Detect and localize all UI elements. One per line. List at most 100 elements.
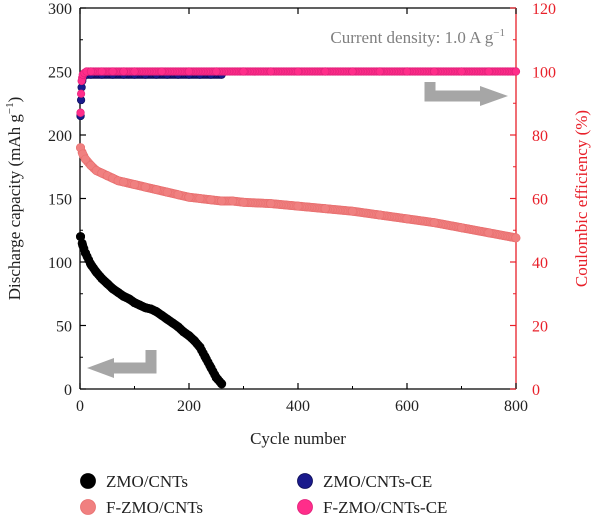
data-point: [228, 196, 238, 206]
data-point: [239, 197, 249, 207]
data-point: [217, 196, 227, 206]
y-left-tick-label: 150: [48, 192, 72, 209]
x-axis-label: Cycle number: [250, 429, 346, 448]
data-point: [130, 180, 140, 190]
data-point: [211, 373, 221, 383]
data-point: [402, 214, 412, 224]
data-point: [217, 379, 227, 389]
arrow-left-shaft: [112, 350, 157, 374]
y-left-axis-label-main: Discharge capacity (mAh g: [5, 114, 24, 301]
y-left-tick-label: 200: [48, 128, 72, 145]
y-left-tick-label: 250: [48, 65, 72, 82]
data-point: [80, 248, 90, 258]
data-point: [76, 232, 86, 242]
data-point: [457, 67, 466, 76]
text-group: 0 200 400 600 800050100150200250300020406080…: [4, 1, 591, 448]
data-point: [375, 210, 385, 220]
data-point: [293, 201, 303, 211]
data-point: [456, 223, 466, 233]
data-point: [195, 194, 205, 204]
legend-marker: [80, 473, 96, 489]
data-point: [484, 67, 493, 76]
data-point: [321, 67, 330, 76]
y-right-tick-label: 100: [532, 65, 556, 82]
legend-item-f-zmo-cnts-ce: F-ZMO/CNTs-CE: [297, 498, 447, 517]
data-point: [484, 228, 494, 238]
series-f-zmo-cnts: [76, 143, 521, 243]
y-left-axis-label-end: ): [5, 97, 24, 103]
legend-label: F-ZMO/CNTs: [106, 498, 203, 517]
series-zmo-cnts: [76, 232, 227, 389]
x-tick-label: 0: [76, 398, 84, 415]
y-left-tick-label: 50: [56, 319, 72, 336]
data-point: [86, 67, 95, 76]
data-point: [91, 267, 101, 277]
annotation-main: Current density: 1.0 A g: [330, 28, 493, 47]
legend-group: ZMO/CNTs ZMO/CNTs-CE F-ZMO/CNTs F-ZMO/CNTs-…: [80, 472, 447, 517]
x-tick-label: 800: [504, 398, 528, 415]
legend-marker: [80, 499, 96, 515]
data-point: [206, 362, 216, 372]
annotation-sup: −1: [493, 27, 505, 39]
data-point: [212, 67, 221, 76]
data-point: [130, 67, 139, 76]
y-left-axis-label: Discharge capacity (mAh g−1): [4, 97, 24, 301]
y-right-tick-label: 120: [532, 1, 556, 18]
data-point: [347, 206, 357, 216]
legend-marker: [297, 499, 313, 515]
data-point: [157, 67, 166, 76]
legend-item-f-zmo-cnts: F-ZMO/CNTs: [80, 498, 203, 517]
data-point: [108, 67, 117, 76]
y-right-tick-label: 0: [532, 382, 540, 399]
y-left-tick-label: 0: [64, 382, 72, 399]
arrow-left-head: [87, 358, 114, 378]
y-right-tick-label: 20: [532, 319, 548, 336]
legend-marker: [297, 473, 313, 489]
data-point: [348, 67, 357, 76]
axes-group: [79, 7, 517, 390]
data-point: [119, 67, 128, 76]
data-point: [189, 336, 199, 346]
data-point: [140, 182, 150, 192]
data-point: [76, 89, 86, 98]
arrow-right-head: [480, 86, 508, 106]
data-point: [320, 204, 330, 214]
data-point: [206, 195, 216, 205]
legend-item-zmo-cnts-ce: ZMO/CNTs-CE: [297, 472, 432, 491]
data-point: [162, 187, 172, 197]
data-point: [293, 67, 303, 76]
data-point: [429, 218, 439, 228]
data-point: [119, 177, 129, 187]
arrow-right-shaft: [424, 82, 483, 102]
y-left-axis-label-sup: −1: [4, 102, 16, 114]
data-point: [151, 185, 161, 195]
data-point: [184, 67, 194, 76]
data-point: [511, 233, 521, 243]
data-point: [239, 67, 248, 76]
data-point: [402, 67, 412, 76]
data-point: [430, 67, 439, 76]
data-point: [80, 154, 90, 164]
y-right-tick-label: 80: [532, 128, 548, 145]
data-point: [511, 67, 521, 76]
y-left-tick-label: 100: [48, 255, 72, 272]
data-point: [76, 108, 85, 117]
data-point: [200, 352, 210, 362]
series-zmo-cnts-ce: [76, 70, 226, 121]
y-right-axis-label: Coulombic efficiency (%): [572, 110, 591, 287]
x-tick-label: 400: [286, 398, 310, 415]
x-tick-label: 200: [177, 398, 201, 415]
arrows-group: [87, 82, 508, 378]
legend-label: ZMO/CNTs: [106, 472, 188, 491]
legend-label: ZMO/CNTs-CE: [323, 472, 432, 491]
y-right-tick-label: 40: [532, 255, 548, 272]
data-point: [86, 260, 96, 270]
y-right-tick-label: 60: [532, 192, 548, 209]
data-point: [184, 192, 194, 202]
x-tick-label: 600: [395, 398, 419, 415]
data-point: [375, 67, 384, 76]
current-density-annotation: Current density: 1.0 A g−1: [330, 27, 505, 47]
series-f-zmo-cnts-ce: [76, 67, 521, 117]
